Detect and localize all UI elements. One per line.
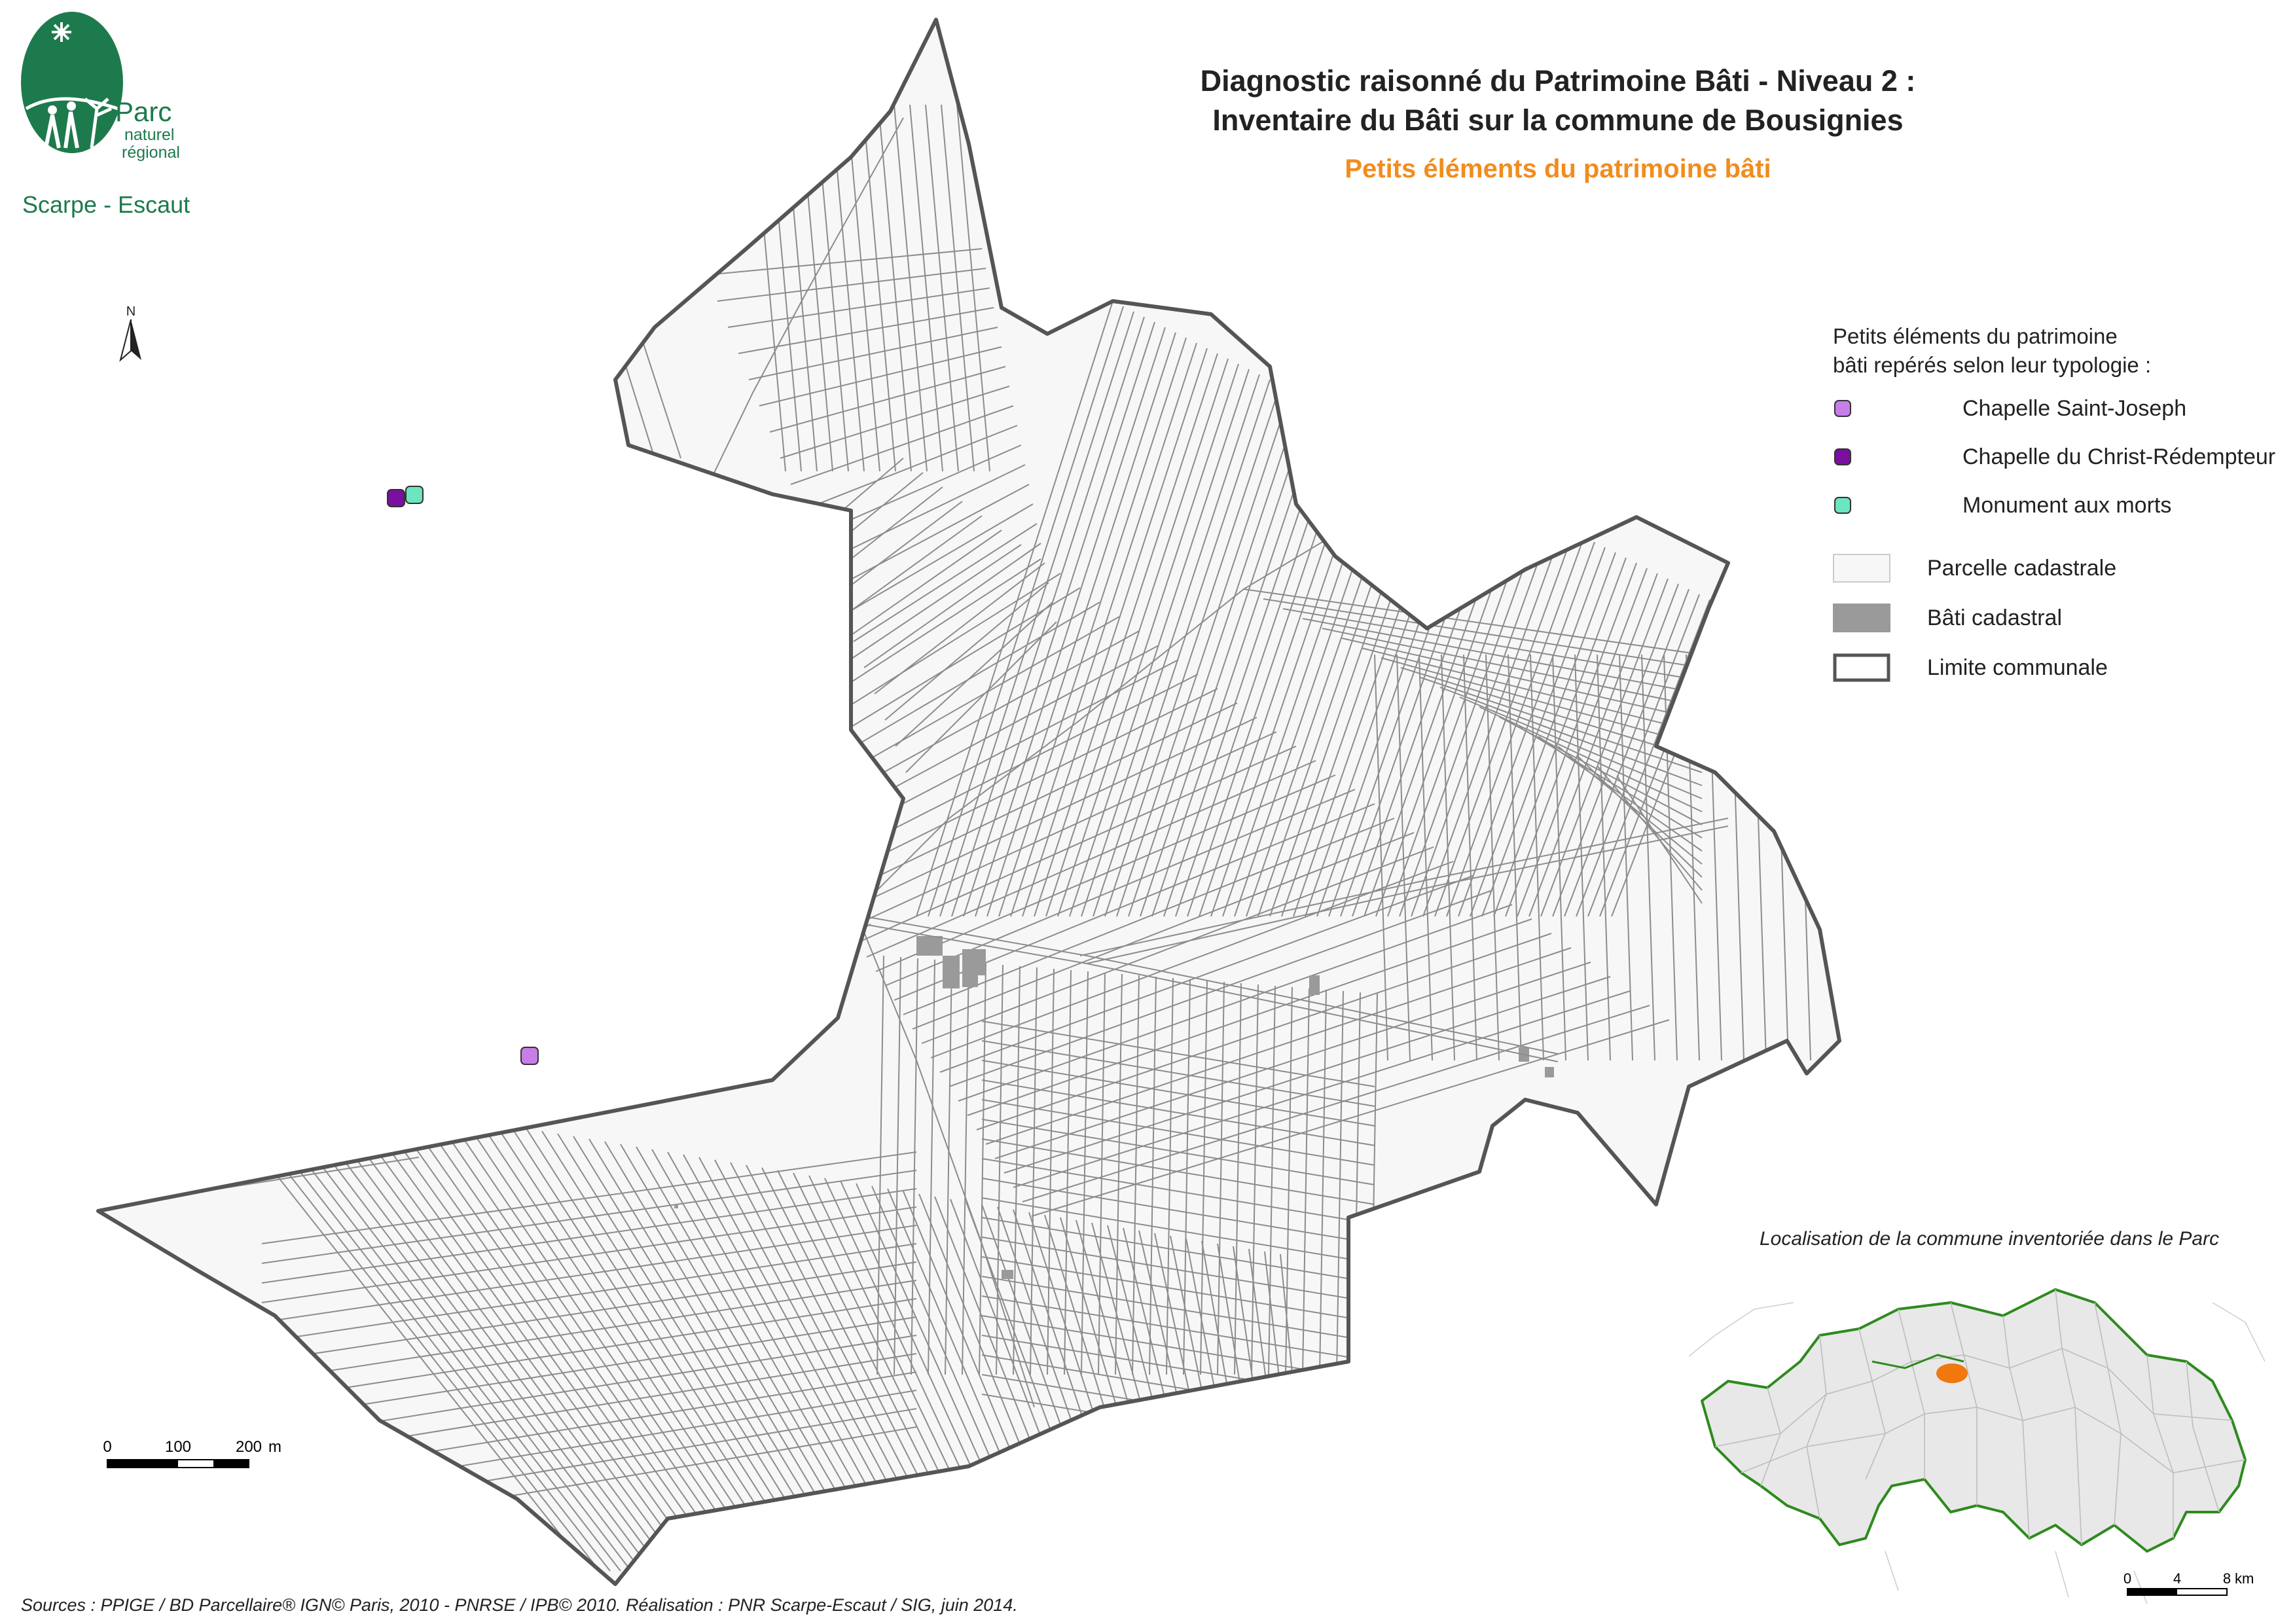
parcelle-swatch-icon	[1833, 554, 1890, 583]
point-chapelle-christ-redempteur	[387, 489, 405, 507]
logo-regional: régional	[122, 143, 180, 162]
legend-label: Monument aux morts	[1962, 492, 2172, 518]
park-logo	[21, 12, 123, 153]
inset-park-area	[1701, 1288, 2247, 1553]
limite-swatch-icon	[1833, 653, 1890, 682]
scale-tick-100: 100	[165, 1438, 191, 1456]
map-title: Diagnostic raisonné du Patrimoine Bâti -…	[1165, 62, 1951, 140]
chapelle-saint-joseph-symbol-icon	[1834, 400, 1851, 417]
legend-label: Parcelle cadastrale	[1927, 555, 2117, 581]
legend-label: Limite communale	[1927, 655, 2108, 680]
legend-item-bati: Bâti cadastral	[1833, 604, 2062, 632]
north-arrow-icon: N	[119, 304, 141, 362]
north-label: N	[126, 304, 136, 319]
legend-item-monument-aux-morts: Monument aux morts	[1833, 491, 2171, 520]
legend-heading: Petits éléments du patrimoine bâti repér…	[1833, 322, 2151, 380]
point-monument-aux-morts	[405, 486, 424, 504]
inset-scale-bar: 0 4 8 km	[2123, 1570, 2254, 1596]
inset-communes	[1714, 1289, 2246, 1545]
inset-location-map	[1689, 1288, 2265, 1604]
sun-icon	[52, 22, 71, 42]
bati-swatch-icon	[1833, 604, 1890, 632]
inset-commune-highlight	[1936, 1363, 1968, 1383]
legend-label: Chapelle du Christ-Rédempteur	[1962, 444, 2276, 469]
logo-park-name: Scarpe - Escaut	[22, 191, 190, 218]
legend-item-chapelle-saint-joseph: Chapelle Saint-Joseph	[1833, 394, 2186, 423]
inset-title: Localisation de la commune inventoriée d…	[1760, 1228, 2220, 1250]
scale-bar: 0 100 200 m	[103, 1438, 281, 1468]
scale-tick-0: 0	[103, 1438, 111, 1456]
title-line-2: Inventaire du Bâti sur la commune de Bou…	[1212, 103, 1904, 137]
legend-heading-1: Petits éléments du patrimoine	[1833, 324, 2118, 348]
monument-aux-morts-symbol-icon	[1834, 497, 1851, 514]
legend-label: Chapelle Saint-Joseph	[1962, 395, 2187, 421]
legend-heading-2: bâti repérés selon leur typologie :	[1833, 353, 2152, 377]
logo-parc: Parc	[115, 96, 172, 127]
legend-item-parcelle: Parcelle cadastrale	[1833, 554, 2116, 583]
chapelle-christ-redempteur-symbol-icon	[1834, 448, 1851, 465]
scale-unit: m	[268, 1438, 281, 1456]
point-chapelle-saint-joseph	[520, 1047, 539, 1065]
inset-scale-unit: km	[2235, 1570, 2254, 1587]
commune-boundary	[96, 18, 1841, 1586]
legend-item-limite: Limite communale	[1833, 653, 2108, 682]
title-line-1: Diagnostic raisonné du Patrimoine Bâti -…	[1200, 64, 1916, 98]
legend-label: Bâti cadastral	[1927, 605, 2062, 630]
sources-credits: Sources : PPIGE / BD Parcellaire® IGN© P…	[21, 1595, 1018, 1615]
inset-scale-tick-0: 0	[2123, 1570, 2131, 1587]
inset-scale-tick-4: 4	[2173, 1570, 2181, 1587]
logo-text: Parc naturel régional	[115, 98, 180, 161]
inset-scale-tick-8: 8	[2223, 1570, 2231, 1587]
logo-naturel: naturel	[124, 126, 175, 144]
map-subtitle: Petits éléments du patrimoine bâti	[1345, 154, 1771, 183]
scale-tick-200: 200	[236, 1438, 262, 1456]
commune-area	[98, 20, 1839, 1584]
legend-item-chapelle-christ-redempteur: Chapelle du Christ-Rédempteur	[1833, 442, 2275, 471]
